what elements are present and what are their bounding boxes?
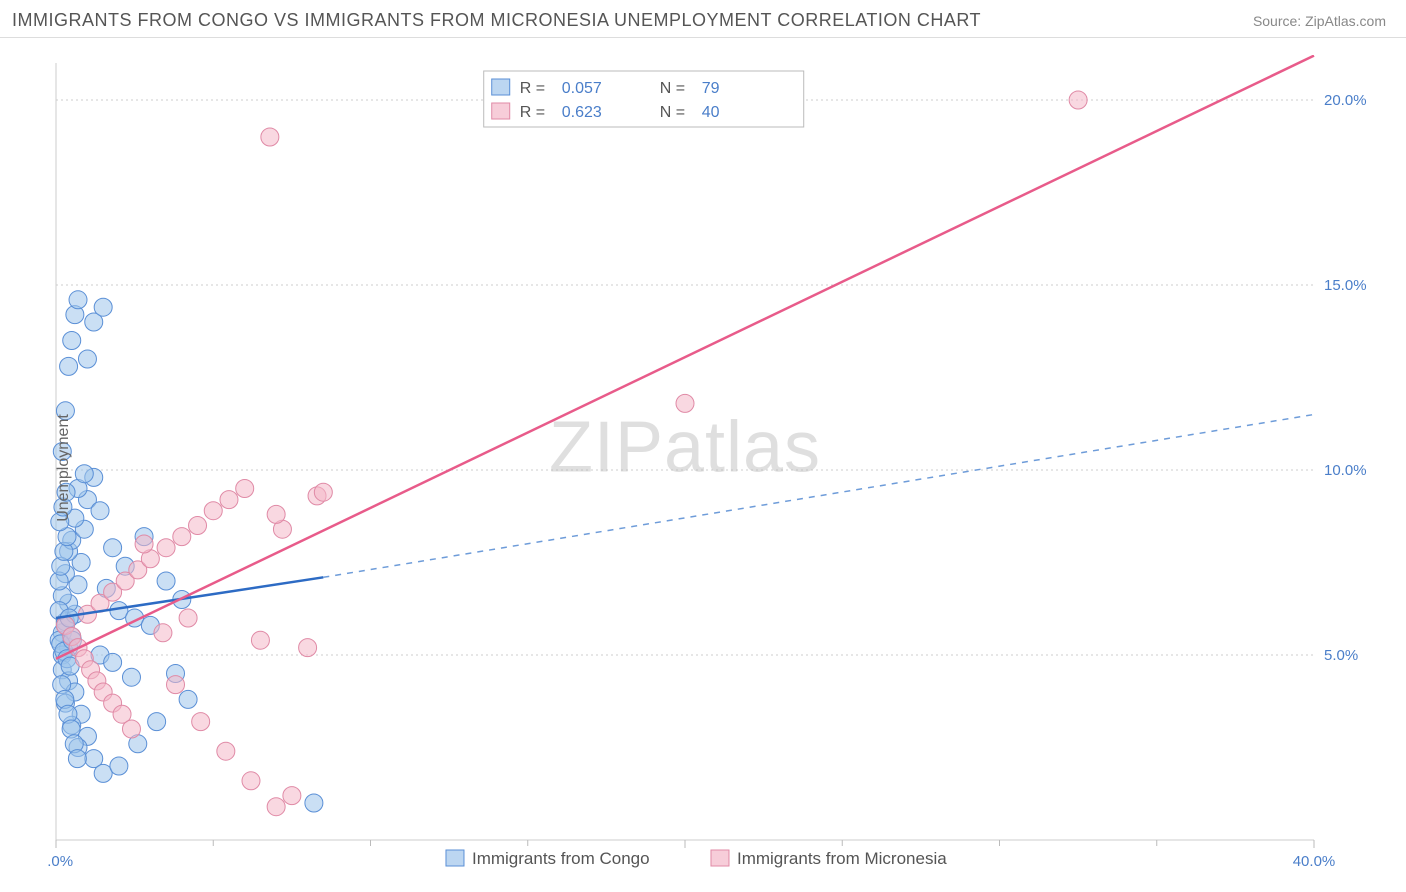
data-point — [299, 639, 317, 657]
data-point — [305, 794, 323, 812]
watermark: ZIPatlas — [549, 408, 821, 488]
data-point — [261, 128, 279, 146]
data-point — [173, 528, 191, 546]
data-point — [220, 491, 238, 509]
data-point — [63, 332, 81, 350]
chart-source: Source: ZipAtlas.com — [1253, 13, 1386, 29]
data-point — [189, 517, 207, 535]
data-point — [148, 713, 166, 731]
data-point — [1069, 91, 1087, 109]
trend-line — [56, 56, 1314, 659]
bottom-legend-swatch — [711, 850, 729, 866]
data-point — [122, 668, 140, 686]
legend-r-value: 0.057 — [562, 80, 602, 97]
chart-header: IMMIGRANTS FROM CONGO VS IMMIGRANTS FROM… — [0, 0, 1406, 38]
bottom-legend-label: Immigrants from Micronesia — [737, 849, 947, 868]
data-point — [78, 350, 96, 368]
y-tick-label: 15.0% — [1324, 277, 1367, 294]
legend-r-label: R = — [520, 80, 545, 97]
x-tick-label: 40.0% — [1293, 853, 1336, 870]
chart-area: Unemployment 5.0% 10.0% 15.0% 20.0% ZIPatlas… — [48, 55, 1394, 880]
data-point — [60, 357, 78, 375]
data-point — [157, 539, 175, 557]
legend-n-label: N = — [660, 80, 685, 97]
bottom-legend-swatch — [446, 850, 464, 866]
data-point — [267, 798, 285, 816]
y-axis-label: Unemployment — [55, 414, 73, 522]
data-point — [676, 394, 694, 412]
data-point — [68, 750, 86, 768]
legend-n-label: N = — [660, 104, 685, 121]
data-point — [167, 676, 185, 694]
y-tick-label: 5.0% — [1324, 647, 1358, 664]
data-point — [75, 465, 93, 483]
legend-swatch — [492, 103, 510, 119]
data-point — [122, 720, 140, 738]
bottom-legend-label: Immigrants from Congo — [472, 849, 650, 868]
data-point — [94, 298, 112, 316]
y-tick-label: 20.0% — [1324, 92, 1367, 109]
data-point — [242, 772, 260, 790]
data-point — [104, 653, 122, 671]
data-point — [135, 535, 153, 553]
data-point — [217, 742, 235, 760]
data-point — [104, 539, 122, 557]
legend-r-label: R = — [520, 104, 545, 121]
data-point — [69, 291, 87, 309]
data-point — [179, 609, 197, 627]
data-point — [110, 757, 128, 775]
legend-n-value: 79 — [702, 80, 720, 97]
data-point — [192, 713, 210, 731]
data-point — [314, 483, 332, 501]
data-point — [251, 631, 269, 649]
data-point — [157, 572, 175, 590]
x-tick-label: 0.0% — [48, 853, 73, 870]
scatter-chart: 5.0% 10.0% 15.0% 20.0% ZIPatlas 0.0% 40.0% R = 0… — [48, 55, 1394, 880]
data-point — [179, 690, 197, 708]
legend-n-value: 40 — [702, 104, 720, 121]
data-point — [236, 480, 254, 498]
data-point — [204, 502, 222, 520]
data-point — [91, 502, 109, 520]
legend-swatch — [492, 79, 510, 95]
data-point — [154, 624, 172, 642]
data-point — [267, 505, 285, 523]
data-point — [283, 787, 301, 805]
y-tick-label: 10.0% — [1324, 462, 1367, 479]
chart-title: IMMIGRANTS FROM CONGO VS IMMIGRANTS FROM… — [12, 10, 981, 31]
legend-r-value: 0.623 — [562, 104, 602, 121]
